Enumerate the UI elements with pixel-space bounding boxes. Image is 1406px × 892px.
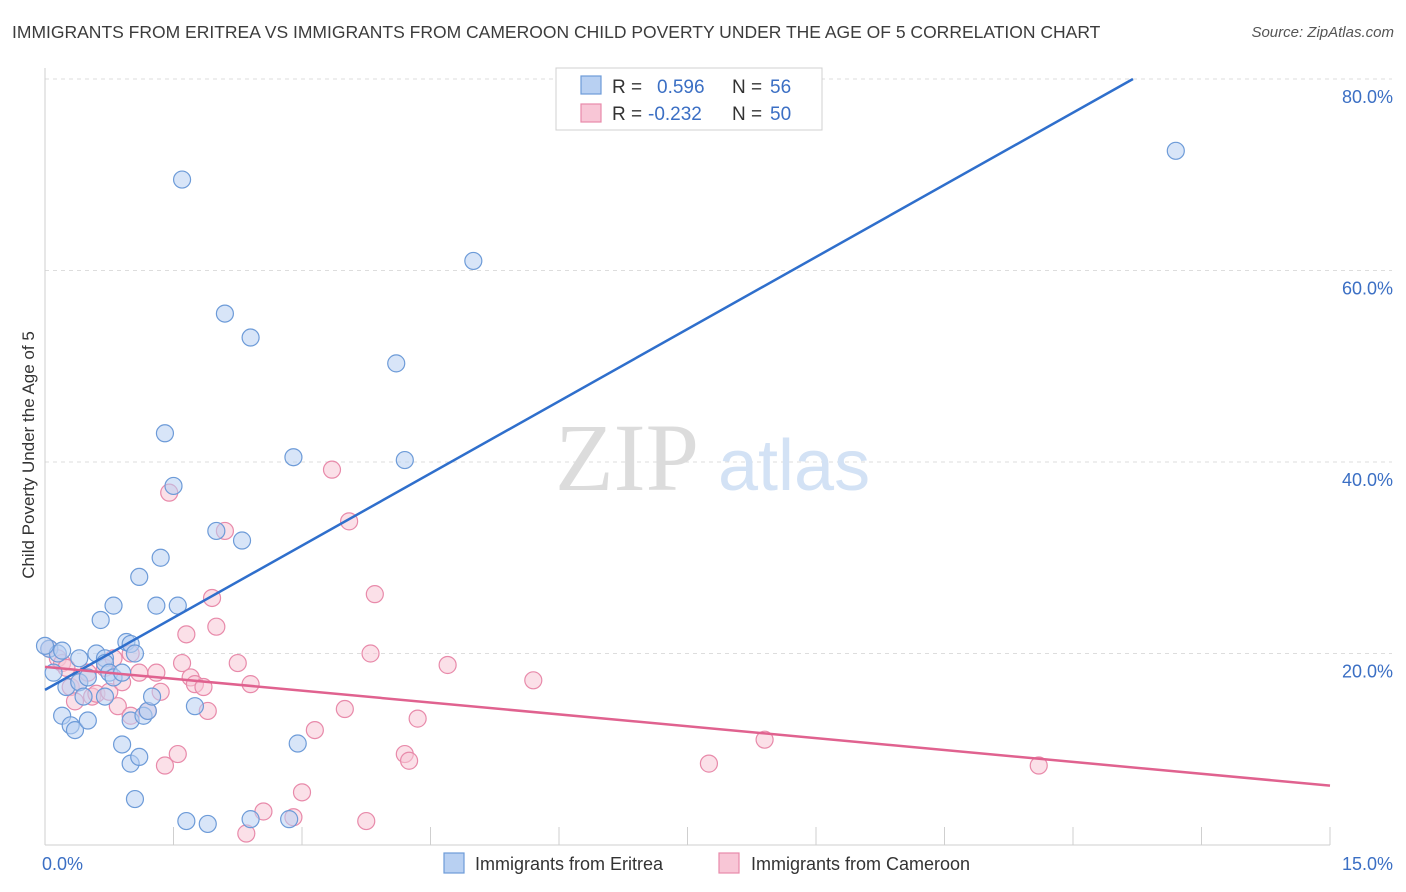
point-series0-44 (215, 304, 234, 323)
point-series1-25 (177, 625, 196, 644)
trend-line-eritrea (44, 77, 1134, 691)
point-series0-28 (125, 644, 145, 663)
legend-swatch-eritrea (580, 75, 602, 95)
y-tick-label-0: 20.0% (1342, 662, 1393, 682)
axes (44, 68, 1331, 846)
stats-legend: R = 0.596 N = 56 R = -0.232 N = 50 (555, 67, 823, 131)
point-series1-53 (1029, 756, 1048, 775)
point-series1-45 (365, 585, 384, 604)
point-series1-43 (357, 811, 376, 831)
legend-n-label-eritrea: N = (732, 77, 762, 98)
point-series0-9 (70, 649, 89, 668)
legend-n-value-eritrea: 56 (770, 77, 791, 98)
tick-labels: 20.0% 40.0% 60.0% 80.0% 0.0% 15.0% (42, 87, 1393, 874)
series-legend-label-eritrea: Immigrants from Eritrea (475, 854, 664, 874)
trend-line-cameroon (44, 665, 1331, 787)
watermark: ZIP atlas (555, 404, 870, 511)
series-legend-label-cameroon: Immigrants from Cameroon (751, 854, 970, 874)
point-series1-21 (155, 756, 175, 775)
series-legend-swatch-eritrea (443, 852, 465, 874)
point-series1-38 (292, 783, 312, 802)
chart-title: IMMIGRANTS FROM ERITREA VS IMMIGRANTS FR… (12, 22, 1101, 42)
point-series0-47 (241, 810, 260, 829)
point-series0-43 (207, 521, 226, 541)
trend-lines (44, 77, 1331, 787)
point-series1-44 (361, 644, 380, 663)
point-series0-27 (125, 789, 145, 809)
x-tick-label-0: 0.0% (42, 854, 83, 874)
point-series1-41 (335, 699, 354, 719)
point-series1-13 (108, 697, 127, 716)
point-series1-48 (408, 709, 427, 728)
series-legend-swatch-cameroon (718, 852, 740, 874)
point-series0-37 (164, 476, 183, 496)
point-series1-52 (755, 730, 774, 749)
point-series1-51 (699, 754, 719, 773)
point-series0-54 (1166, 141, 1185, 160)
point-series1-33 (228, 653, 247, 673)
point-series0-19 (104, 596, 123, 615)
point-series0-48 (280, 810, 299, 829)
point-series0-36 (155, 424, 175, 443)
point-series0-30 (130, 747, 149, 767)
point-series1-24 (172, 653, 192, 673)
point-series0-35 (151, 548, 170, 567)
point-series1-47 (399, 751, 419, 770)
point-series1-40 (322, 460, 342, 479)
point-series1-39 (305, 720, 324, 740)
point-series0-10 (74, 687, 93, 706)
point-series0-11 (78, 668, 97, 687)
legend-n-label-cameroon: N = (732, 104, 762, 125)
legend-r-label-cameroon: R = (612, 104, 642, 125)
point-series1-50 (524, 671, 543, 690)
y-tick-label-2: 60.0% (1342, 279, 1393, 299)
point-series0-16 (95, 687, 115, 706)
point-series0-14 (91, 610, 110, 630)
data-points (35, 141, 1185, 843)
series-legend: Immigrants from Eritrea Immigrants from … (443, 852, 970, 874)
point-series0-22 (112, 735, 132, 754)
point-series1-17 (130, 663, 149, 682)
point-series1-31 (207, 617, 226, 636)
point-series0-55 (35, 636, 55, 655)
legend-n-value-cameroon: 50 (770, 104, 791, 125)
point-series1-49 (438, 655, 457, 675)
legend-swatch-cameroon (580, 103, 602, 123)
legend-r-value-cameroon: -0.232 (648, 104, 702, 125)
x-tick-label-1: 15.0% (1342, 854, 1393, 874)
y-tick-label-1: 40.0% (1342, 470, 1393, 490)
point-series0-49 (284, 448, 303, 467)
point-series0-41 (185, 697, 205, 716)
point-series0-3 (53, 641, 72, 660)
point-series0-42 (198, 814, 217, 834)
point-series0-33 (142, 687, 162, 706)
legend-r-value-eritrea: 0.596 (657, 77, 705, 98)
point-series0-39 (172, 170, 192, 189)
point-series0-45 (232, 531, 252, 550)
watermark-zip: ZIP (555, 404, 699, 511)
watermark-atlas: atlas (718, 426, 870, 506)
point-series0-7 (65, 720, 85, 740)
point-series0-53 (464, 251, 483, 271)
point-series1-23 (168, 744, 187, 764)
point-series0-40 (177, 811, 196, 831)
point-series0-34 (147, 596, 166, 615)
point-series0-52 (395, 450, 414, 470)
point-series0-29 (130, 567, 149, 587)
y-axis-label: Child Poverty Under the Age of 5 (19, 331, 38, 579)
point-series0-51 (387, 354, 406, 373)
legend-r-label-eritrea: R = (612, 77, 642, 98)
gridlines (45, 78, 1392, 654)
point-series0-46 (241, 328, 260, 347)
y-tick-label-3: 80.0% (1342, 87, 1393, 107)
point-series0-50 (288, 734, 307, 753)
source-label: Source: ZipAtlas.com (1251, 24, 1394, 41)
point-series0-12 (78, 711, 97, 730)
